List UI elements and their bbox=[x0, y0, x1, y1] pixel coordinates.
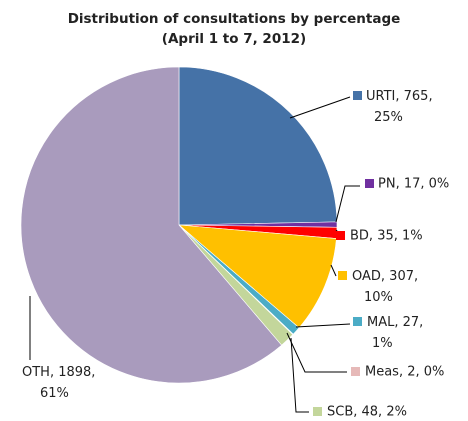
label-line: URTI, 765, bbox=[366, 89, 433, 104]
leader-line bbox=[335, 185, 360, 223]
pie-slice bbox=[178, 224, 337, 329]
pie-slice bbox=[20, 66, 283, 384]
leader-line bbox=[295, 323, 351, 328]
chart-title: Distribution of consultations by percent… bbox=[68, 11, 401, 27]
data-label: PN, 17, 0% bbox=[378, 177, 449, 192]
data-label: SCB, 48, 2% bbox=[327, 405, 407, 420]
label-line: MAL, 27, bbox=[367, 315, 423, 330]
label-line: 25% bbox=[374, 110, 403, 125]
label-line: 10% bbox=[364, 290, 393, 305]
label-line: OAD, 307, bbox=[352, 269, 418, 284]
data-label: BD, 35, 1% bbox=[350, 229, 423, 244]
label-key bbox=[351, 367, 360, 376]
data-label: MAL, 27, 1% bbox=[367, 315, 423, 351]
leader-line bbox=[330, 264, 337, 277]
data-label: Meas, 2, 0% bbox=[365, 365, 444, 380]
label-line: OTH, 1898, bbox=[22, 365, 95, 380]
leader-line bbox=[289, 96, 351, 119]
label-key bbox=[365, 179, 374, 188]
label-key bbox=[338, 271, 347, 280]
label-line: 1% bbox=[372, 336, 393, 351]
chart-subtitle: (April 1 to 7, 2012) bbox=[162, 31, 306, 47]
data-label: URTI, 765, 25% bbox=[366, 89, 433, 125]
data-label: OAD, 307, 10% bbox=[352, 269, 418, 305]
leader-line bbox=[286, 332, 347, 373]
leader-line bbox=[290, 337, 309, 413]
pie-slice bbox=[178, 66, 338, 226]
label-key bbox=[313, 407, 322, 416]
label-line: 61% bbox=[40, 386, 69, 401]
label-key bbox=[353, 91, 362, 100]
data-label: OTH, 1898, 61% bbox=[22, 365, 95, 401]
label-key bbox=[353, 317, 362, 326]
label-key bbox=[336, 231, 345, 240]
